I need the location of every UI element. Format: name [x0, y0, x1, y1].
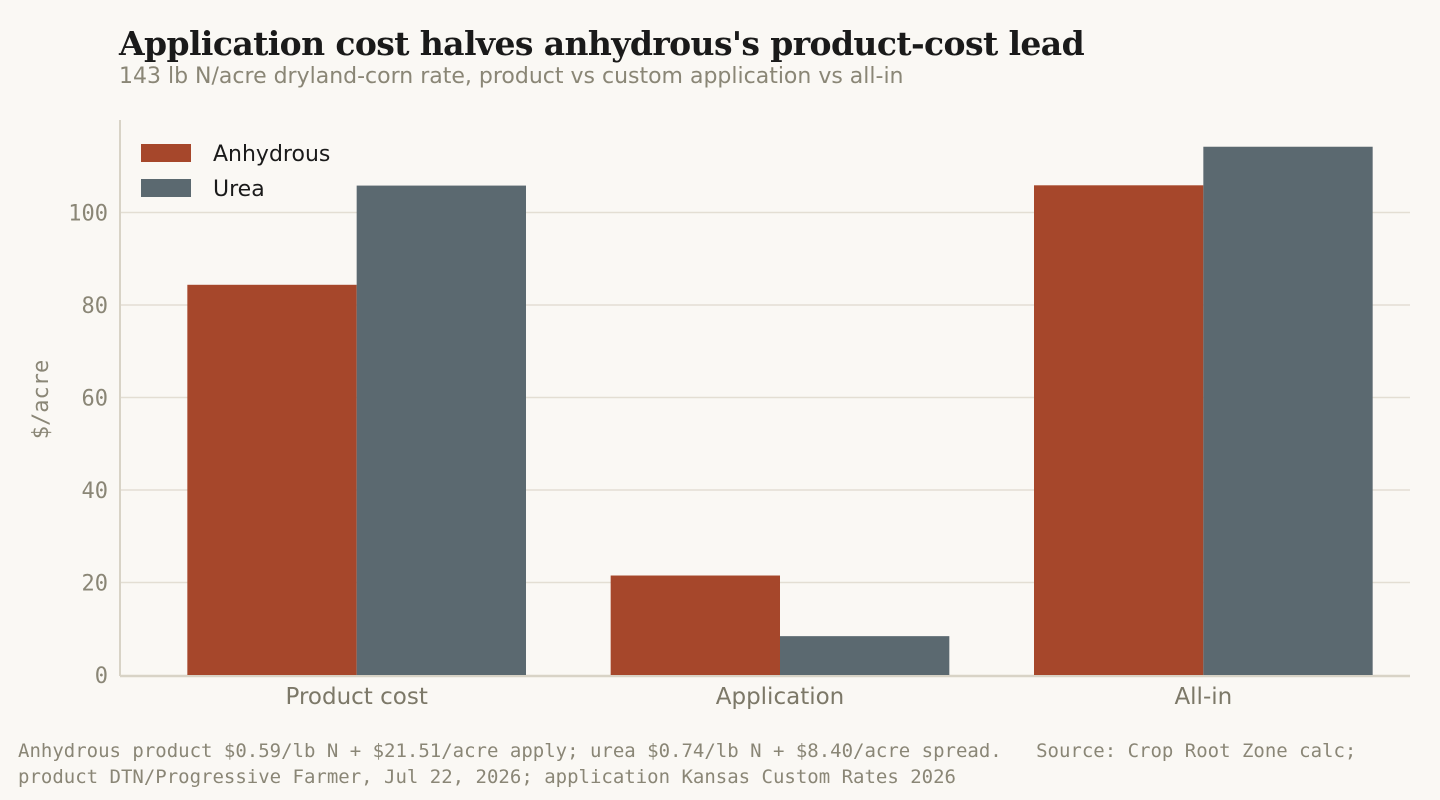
bar-urea: [1203, 146, 1373, 676]
y-tick-label: 60: [82, 387, 109, 412]
legend-label: Urea: [213, 177, 265, 202]
chart-title: Application cost halves anhydrous's prod…: [119, 24, 1085, 63]
bar-urea: [356, 185, 526, 675]
x-category-label: Product cost: [285, 684, 427, 710]
y-tick-label: 40: [82, 479, 109, 504]
y-tick-label: 80: [82, 294, 109, 319]
x-category-label: All-in: [1174, 684, 1232, 710]
chart-footnote: Anhydrous product $0.59/lb N + $21.51/ac…: [18, 740, 1368, 788]
bar-anhydrous: [187, 284, 357, 675]
y-tick-label: 100: [68, 202, 108, 227]
legend-swatch: [141, 179, 191, 197]
bar-anhydrous: [1034, 185, 1204, 675]
bar-anhydrous: [610, 575, 780, 675]
y-axis-label: $/acre: [29, 360, 54, 439]
y-tick-label: 0: [95, 664, 108, 689]
legend-label: Anhydrous: [213, 142, 330, 167]
x-category-label: Application: [716, 684, 845, 710]
legend-swatch: [141, 144, 191, 162]
chart-subtitle: 143 lb N/acre dryland-corn rate, product…: [119, 64, 904, 89]
bar-urea: [780, 636, 950, 675]
y-tick-label: 20: [82, 572, 109, 597]
